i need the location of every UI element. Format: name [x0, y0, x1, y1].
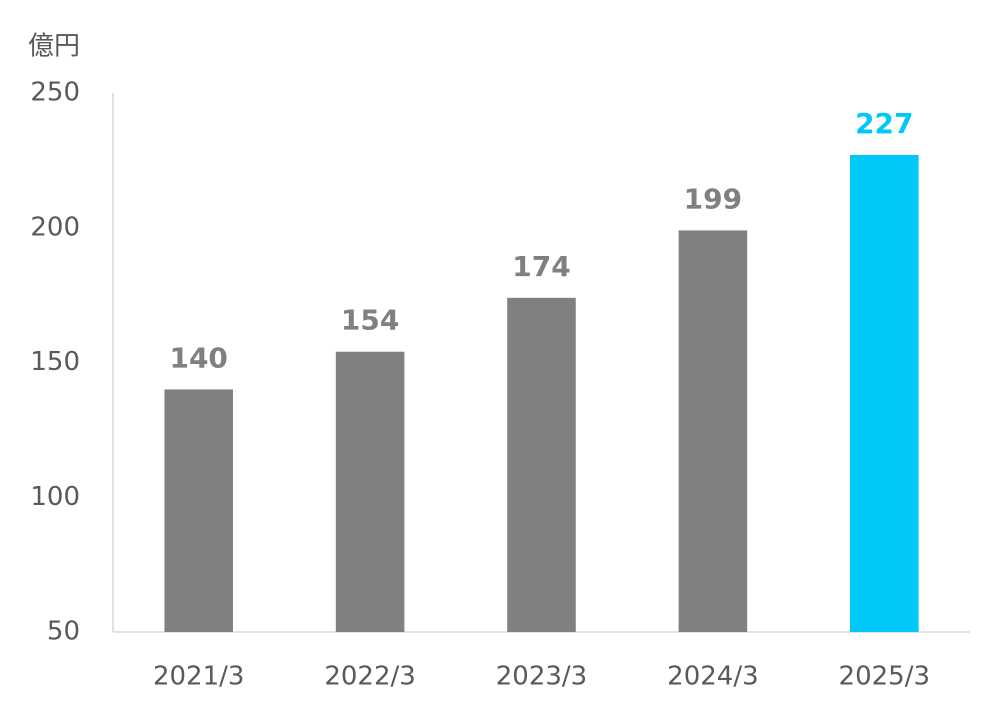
- data-label: 140: [169, 341, 227, 374]
- data-label: 154: [341, 304, 399, 337]
- bar: [678, 230, 748, 632]
- x-tick-label: 2021/3: [153, 662, 244, 692]
- bar: [335, 351, 405, 632]
- x-tick-label: 2022/3: [324, 662, 415, 692]
- y-axis-label: 億円: [28, 32, 80, 62]
- bar: [850, 154, 919, 633]
- y-tick-label: 150: [30, 347, 80, 377]
- y-tick-label: 100: [30, 482, 80, 512]
- data-label: 174: [512, 250, 570, 283]
- data-label: 227: [855, 107, 913, 140]
- bar: [164, 389, 233, 632]
- data-label: 199: [684, 182, 742, 215]
- x-tick-label: 2025/3: [839, 662, 930, 692]
- x-tick-label: 2023/3: [496, 662, 587, 692]
- y-tick-label: 250: [30, 78, 80, 108]
- x-tick-label: 2024/3: [667, 662, 758, 692]
- y-tick-label: 200: [30, 212, 80, 242]
- bar: [507, 297, 576, 632]
- y-tick-label: 50: [47, 617, 80, 647]
